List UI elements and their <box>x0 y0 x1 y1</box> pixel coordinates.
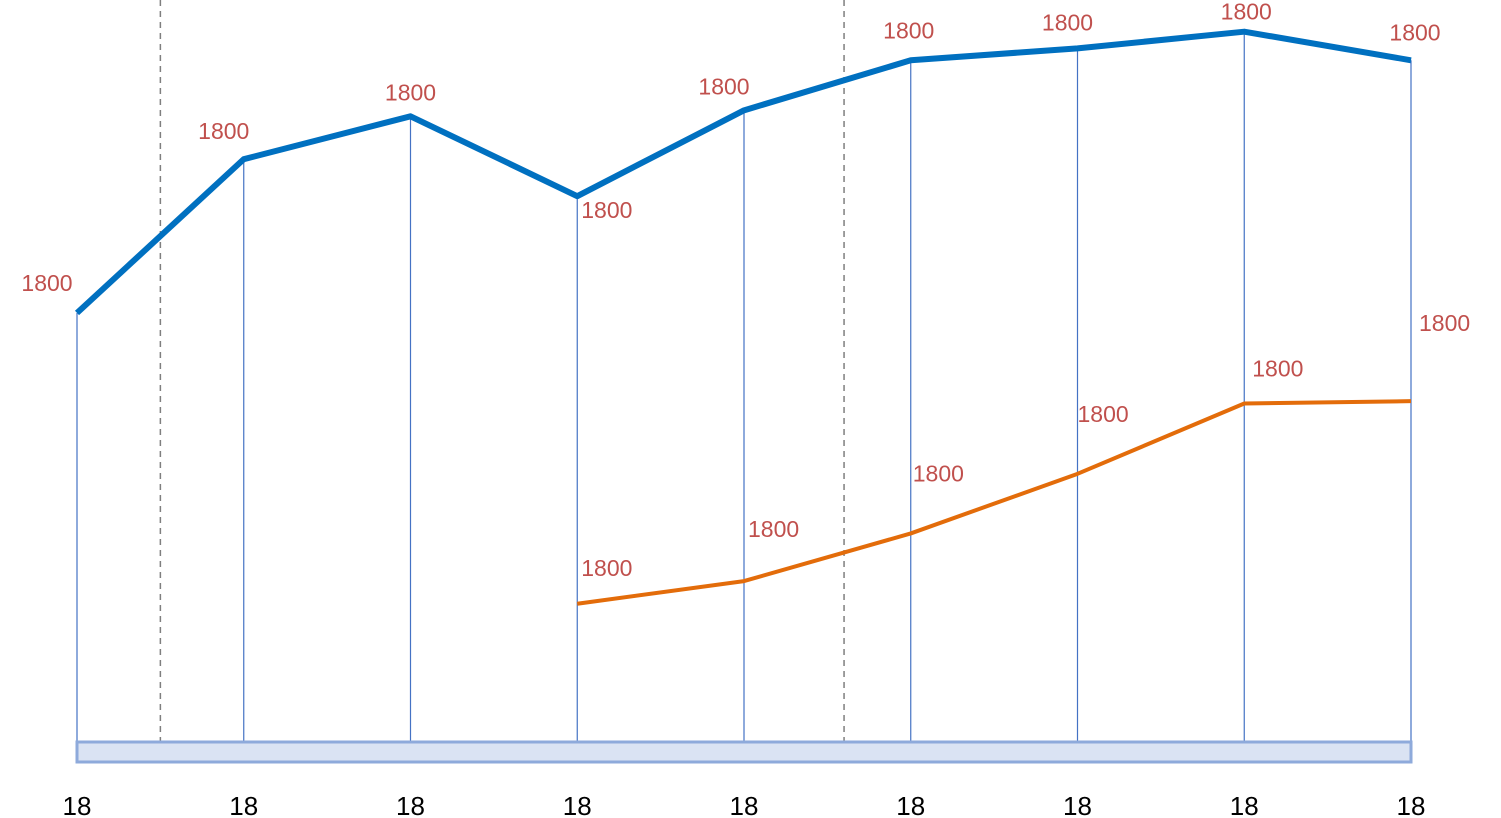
x-tick-label-7: 18 <box>1063 791 1092 818</box>
x-tick-label-1: 18 <box>63 791 92 818</box>
series-2-data-label-6: 1800 <box>913 460 964 486</box>
series-2-data-label-8: 1800 <box>1252 356 1303 382</box>
x-tick-label-4: 18 <box>563 791 592 818</box>
series-1-data-label-7: 1800 <box>1042 9 1093 35</box>
x-tick-label-6: 18 <box>896 791 925 818</box>
series-2-data-label-9: 1800 <box>1419 310 1470 336</box>
series-1-line <box>74 28 1412 316</box>
series-1-data-label-8: 1800 <box>1221 0 1272 25</box>
x-tick-label-3: 18 <box>396 791 425 818</box>
series-1-data-label-1: 1800 <box>21 270 72 296</box>
x-tick-label-2: 18 <box>229 791 258 818</box>
series-2-data-label-5: 1800 <box>748 516 799 542</box>
x-tick-label-9: 18 <box>1397 791 1426 818</box>
axis-band <box>75 740 1413 764</box>
series-2-data-label-4: 1800 <box>581 555 632 581</box>
x-tick-label-5: 18 <box>730 791 759 818</box>
series-1-data-label-2: 1800 <box>198 118 249 144</box>
series-1-data-label-3: 1800 <box>385 79 436 105</box>
series-1-data-label-5: 1800 <box>698 73 749 99</box>
series-2-data-label-7: 1800 <box>1078 401 1129 427</box>
x-tick-label-8: 18 <box>1230 791 1259 818</box>
series-1-data-label-9: 1800 <box>1389 19 1440 45</box>
series-1-data-label-4: 1800 <box>581 197 632 223</box>
series-1-data-label-6: 1800 <box>883 17 934 43</box>
series-2-line <box>576 399 1412 606</box>
